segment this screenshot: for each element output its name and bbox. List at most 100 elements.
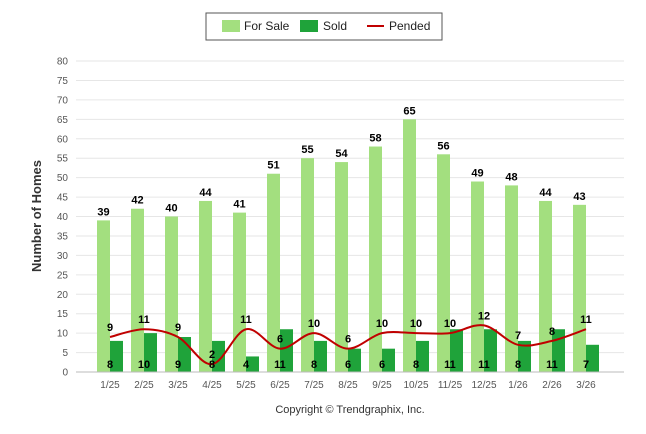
- x-tick-label: 1/25: [100, 380, 120, 391]
- y-tick-label: 15: [57, 309, 69, 320]
- x-tick-label: 4/25: [202, 380, 222, 391]
- sold-value-label: 11: [444, 359, 456, 371]
- for-sale-bar: [199, 200, 212, 372]
- sold-bar: [382, 348, 395, 372]
- for-sale-value-label: 56: [437, 140, 449, 152]
- sold-bar: [518, 340, 531, 372]
- for-sale-value-label: 40: [165, 203, 177, 215]
- bars: [97, 119, 599, 372]
- legend-for-sale-swatch: [222, 20, 240, 32]
- legend-pended-label: Pended: [389, 19, 430, 33]
- sold-value-label: 10: [138, 359, 150, 371]
- pended-value-label: 11: [138, 314, 150, 326]
- for-sale-value-label: 48: [505, 171, 517, 183]
- pended-value-label: 7: [515, 330, 521, 342]
- x-tick-label: 2/25: [134, 380, 154, 391]
- y-tick-label: 45: [57, 193, 69, 204]
- x-tick-label: 3/26: [576, 380, 596, 391]
- x-tick-label: 12/25: [471, 380, 496, 391]
- y-tick-label: 35: [57, 231, 69, 242]
- sold-bar: [212, 340, 225, 372]
- for-sale-bar: [505, 185, 518, 372]
- axes: 0 5 10 15 20 25 30 35 40 45 50 55 60 65 70 75 80 1/25 2/25…: [57, 57, 624, 391]
- legend-sold-swatch: [300, 20, 318, 32]
- x-tick-label: 2/26: [542, 380, 562, 391]
- pended-value-label: 10: [444, 318, 456, 330]
- sold-value-label: 11: [546, 359, 558, 371]
- sold-value-label: 11: [274, 359, 286, 371]
- pended-value-label: 6: [345, 334, 351, 346]
- sold-value-label: 8: [413, 359, 419, 371]
- y-tick-label: 80: [57, 57, 69, 68]
- x-tick-label: 6/25: [270, 380, 290, 391]
- for-sale-value-label: 42: [131, 195, 143, 207]
- pended-line: [109, 324, 587, 366]
- sold-value-label: 9: [175, 359, 181, 371]
- for-sale-value-label: 39: [97, 206, 109, 218]
- for-sale-bar: [97, 220, 110, 372]
- for-sale-value-label: 54: [335, 148, 348, 160]
- sold-value-label: 4: [243, 359, 250, 371]
- pended-value-label: 9: [107, 322, 113, 334]
- sold-bar: [110, 340, 123, 372]
- y-tick-label: 10: [57, 329, 69, 340]
- x-tick-label: 8/25: [338, 380, 358, 391]
- legend: For Sale Sold Pended: [205, 12, 443, 41]
- pended-value-label: 10: [376, 318, 388, 330]
- pended-value-label: 2: [209, 349, 215, 361]
- pended-value-label: 8: [549, 326, 555, 338]
- sold-value-label: 8: [107, 359, 113, 371]
- for-sale-bar: [301, 158, 314, 372]
- for-sale-value-label: 55: [301, 144, 313, 156]
- for-sale-bar: [403, 119, 416, 372]
- for-sale-bar: [573, 204, 586, 372]
- for-sale-bar: [165, 216, 178, 372]
- sold-value-label: 8: [209, 359, 215, 371]
- x-tick-label: 9/25: [372, 380, 392, 391]
- y-tick-label: 25: [57, 270, 69, 281]
- y-tick-label: 50: [57, 173, 69, 184]
- sold-bar: [144, 333, 157, 372]
- legend-box: [205, 12, 443, 41]
- for-sale-bar: [437, 154, 450, 372]
- sold-value-label: 6: [379, 359, 385, 371]
- legend-for-sale-label: For Sale: [244, 19, 290, 33]
- pended-value-label: 6: [277, 334, 283, 346]
- y-tick-label: 65: [57, 115, 69, 126]
- sold-bar: [348, 348, 361, 372]
- pended-value-label: 11: [240, 314, 252, 326]
- y-tick-label: 0: [62, 368, 68, 379]
- sold-value-label: 8: [515, 359, 521, 371]
- for-sale-value-label: 43: [573, 191, 585, 203]
- sold-bar: [416, 340, 429, 372]
- y-tick-label: 40: [57, 212, 69, 223]
- for-sale-value-label: 58: [369, 133, 381, 145]
- y-tick-label: 70: [57, 95, 69, 106]
- y-tick-label: 55: [57, 154, 69, 165]
- pended-value-label: 9: [175, 322, 181, 334]
- sold-bar: [586, 344, 599, 372]
- for-sale-bar: [267, 173, 280, 372]
- x-tick-label: 5/25: [236, 380, 256, 391]
- sold-bar: [246, 356, 259, 372]
- sold-value-label: 7: [583, 359, 589, 371]
- sold-bar: [484, 329, 497, 372]
- pended-value-label: 10: [308, 318, 320, 330]
- x-tick-label: 3/25: [168, 380, 188, 391]
- y-axis-title: Number of Homes: [29, 160, 44, 272]
- x-tick-label: 11/25: [438, 380, 463, 391]
- x-tick-label: 10/25: [403, 380, 428, 391]
- for-sale-value-label: 41: [233, 199, 245, 211]
- pended-value-label: 12: [478, 310, 490, 322]
- for-sale-bar: [335, 162, 348, 372]
- for-sale-bar: [369, 146, 382, 372]
- for-sale-bar: [539, 200, 552, 372]
- y-tick-label: 75: [57, 76, 69, 87]
- for-sale-bar: [131, 208, 144, 372]
- for-sale-bar: [233, 212, 246, 372]
- for-sale-value-label: 51: [267, 160, 279, 172]
- sold-bar: [280, 329, 293, 372]
- sold-bar: [450, 329, 463, 372]
- x-tick-label: 7/25: [304, 380, 324, 391]
- sold-value-label: 11: [478, 359, 490, 371]
